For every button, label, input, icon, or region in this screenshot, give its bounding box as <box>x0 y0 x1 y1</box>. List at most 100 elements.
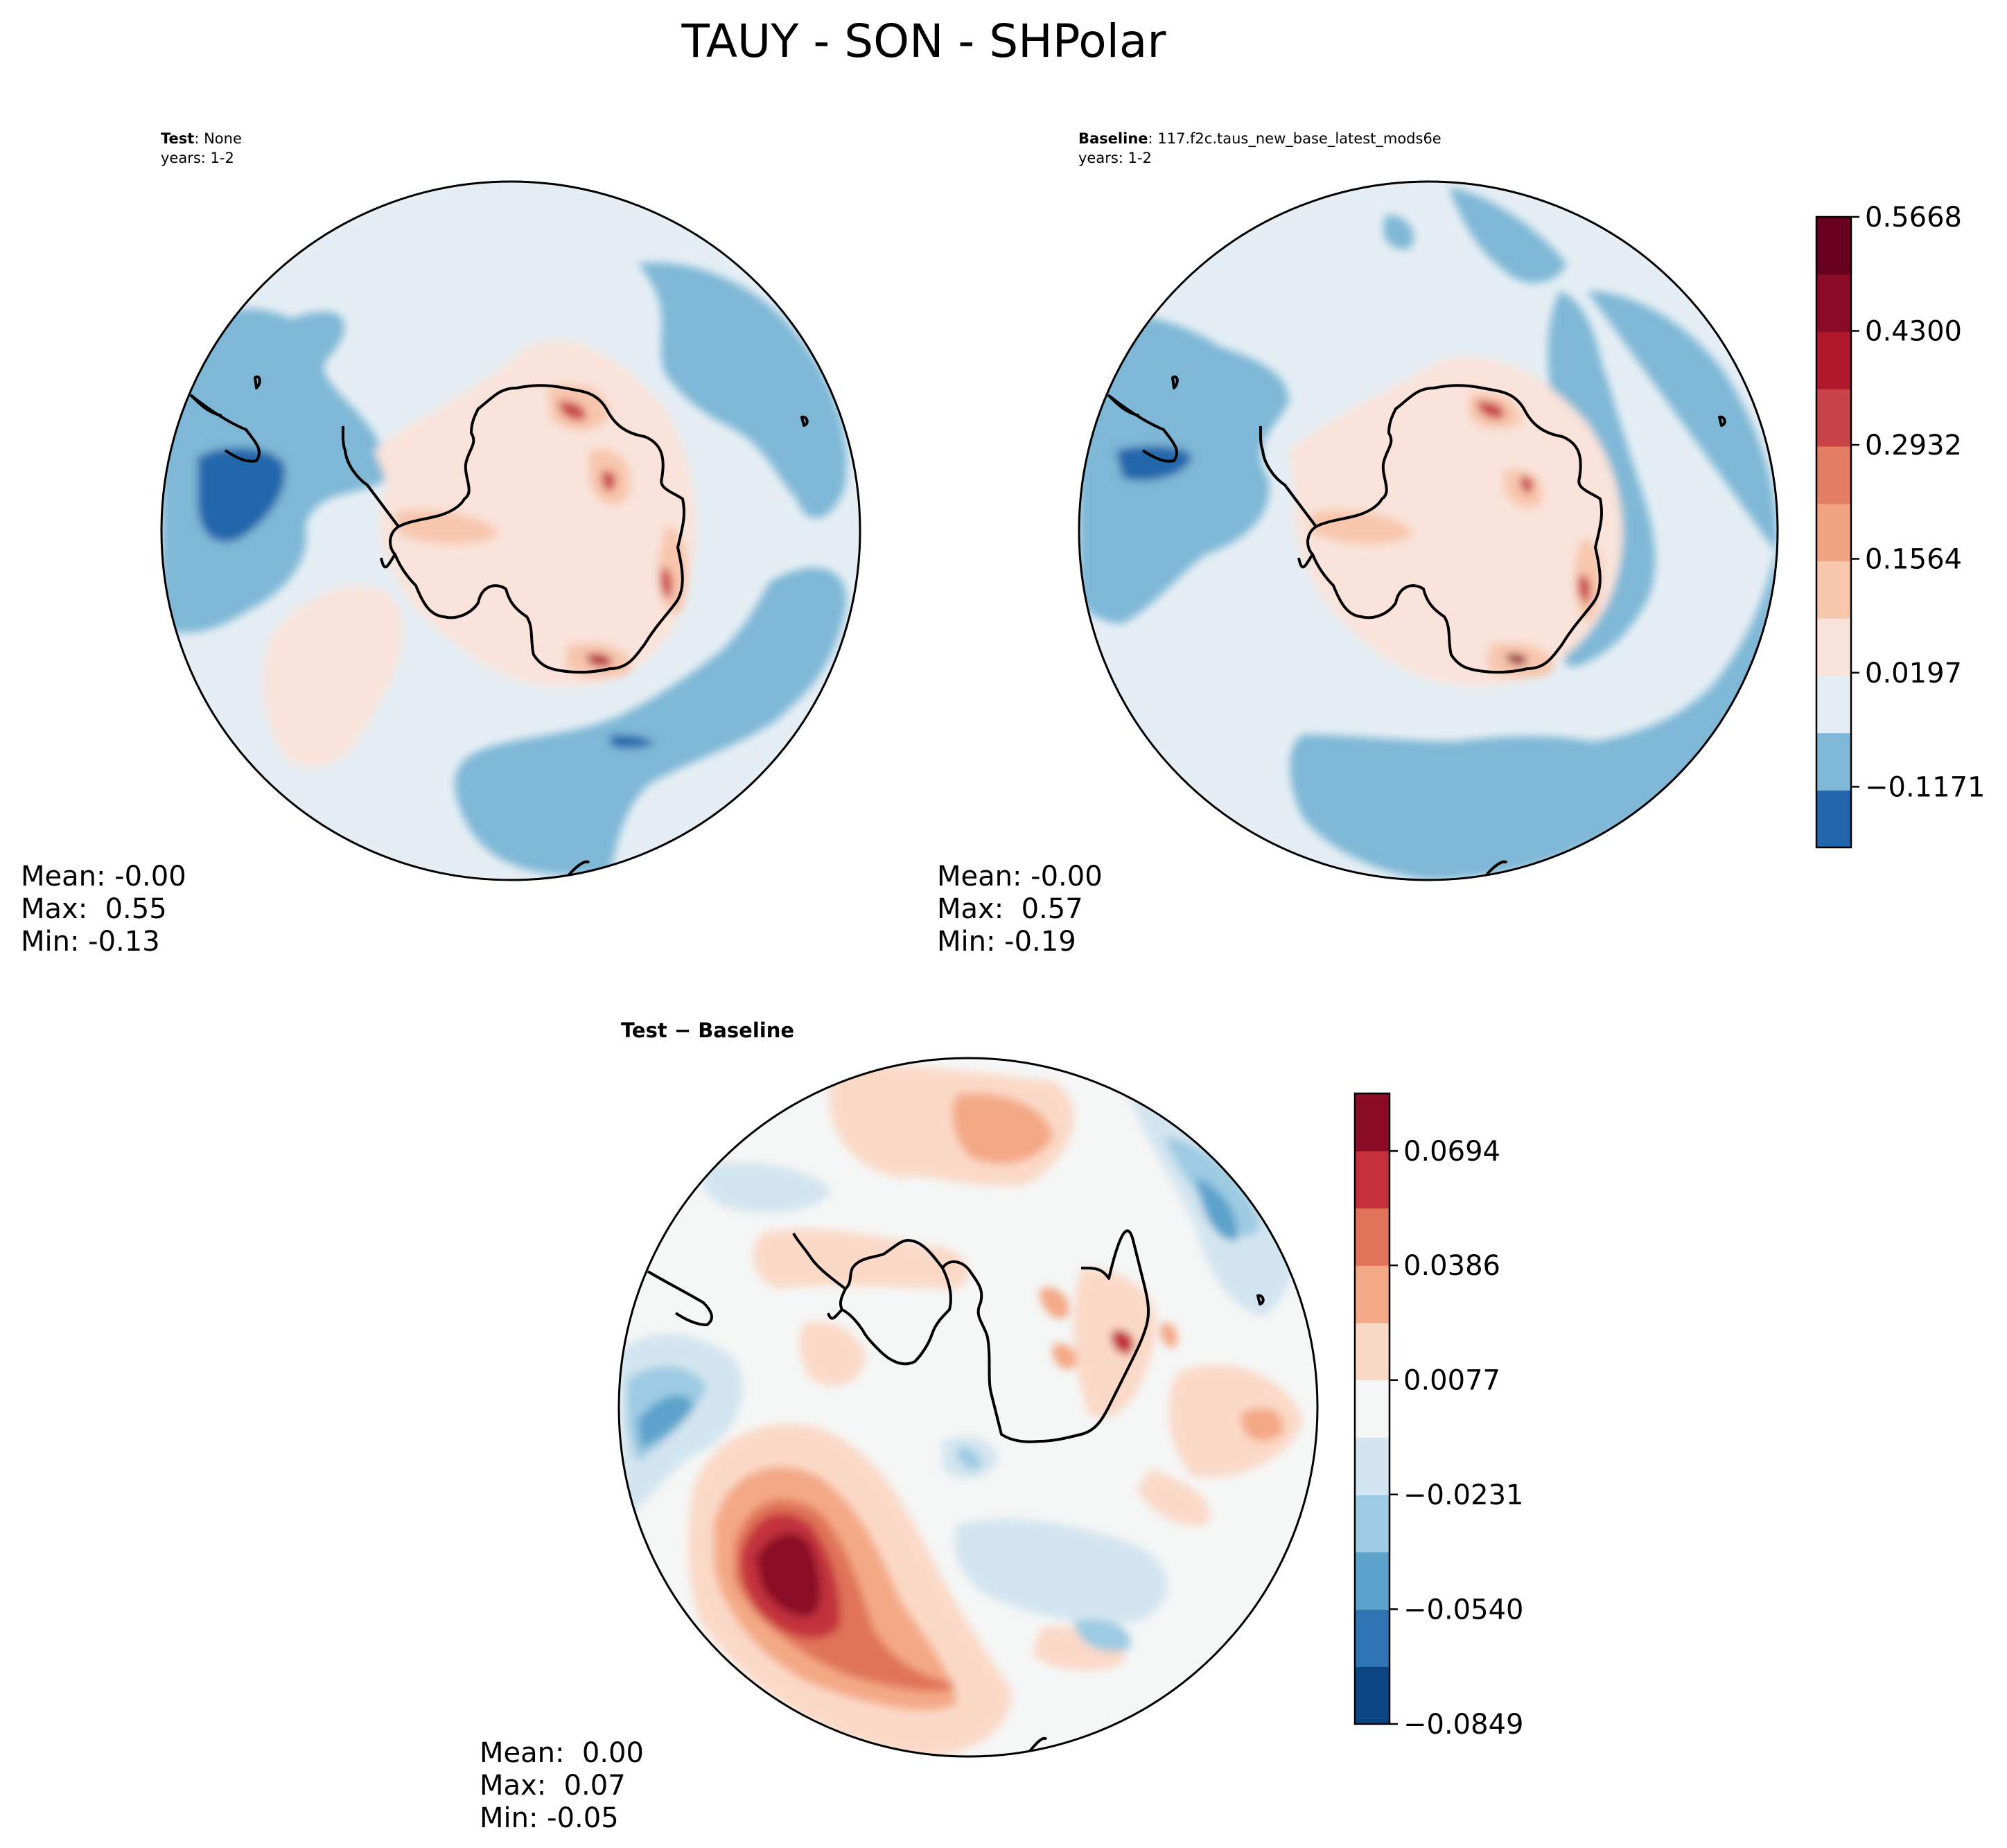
diff-peak <box>1111 1330 1134 1355</box>
colorbar-top-tick-label: 0.0197 <box>1865 658 1962 689</box>
colorbar-bottom-segment <box>1355 1208 1390 1266</box>
test-map-field <box>161 262 847 876</box>
test-positive-region <box>374 340 696 687</box>
test-stat-mean: Mean: -0.00 <box>21 861 186 892</box>
diff-negative-region <box>703 1162 832 1213</box>
test-strong-negative <box>198 448 286 542</box>
colorbar-top-segment <box>1816 675 1851 734</box>
baseline-peak-positive <box>1520 476 1534 494</box>
colorbar-bottom-tick-label: 0.0386 <box>1403 1250 1500 1282</box>
baseline-antarctica-coast <box>1306 384 1603 674</box>
test-peak-positive <box>586 653 612 667</box>
baseline-south-america-coast <box>1107 394 1178 463</box>
test-south-america-coast <box>189 394 261 463</box>
test-map-frame <box>160 180 861 881</box>
colorbar-bottom-segment <box>1355 1265 1390 1323</box>
figure-title: TAUY - SON - SHPolar <box>681 15 1167 68</box>
diff-mid-positive <box>1160 1323 1177 1348</box>
baseline-stat-min: Min: -0.19 <box>937 926 1076 958</box>
diff-mid-positive <box>952 1093 1053 1164</box>
diff-south-america-coast <box>647 1270 713 1326</box>
baseline-label-value: 117.f2c.taus_new_base_latest_mods6e <box>1157 130 1441 148</box>
diff-label: Test − Baseline <box>621 1019 794 1042</box>
colorbar-bottom-tick-label: 0.0694 <box>1403 1136 1500 1168</box>
colorbar-top-segment <box>1816 732 1851 791</box>
colorbar-top-segment <box>1816 790 1851 848</box>
baseline-negative-region <box>1383 215 1414 249</box>
baseline-island <box>1718 415 1726 427</box>
colorbar-bottom-segment <box>1355 1093 1390 1152</box>
test-island <box>800 415 809 427</box>
baseline-map <box>1079 182 1778 880</box>
test-peak-positive <box>602 470 616 492</box>
diff-mid-positive <box>1040 1287 1069 1319</box>
test-stat-min: Min: -0.13 <box>21 926 160 958</box>
diff-big-positive <box>755 1533 821 1617</box>
diff-map-frame <box>617 1057 1319 1758</box>
test-label-sep: : <box>194 130 204 147</box>
colorbar-top-segment <box>1816 561 1851 619</box>
test-coastlines <box>189 375 809 880</box>
diff-island <box>1256 1294 1265 1305</box>
baseline-years: years: 1-2 <box>1078 150 1152 166</box>
baseline-negative-region <box>1079 315 1289 624</box>
colorbar-bottom-segment <box>1355 1150 1390 1209</box>
baseline-mid-positive <box>1310 510 1414 544</box>
colorbar-top-segment <box>1816 274 1851 333</box>
test-island <box>254 375 261 389</box>
test-negative-region <box>638 262 847 518</box>
diff-mid-positive <box>1053 1344 1077 1369</box>
diff-mid-positive <box>1241 1407 1283 1441</box>
colorbar-bottom-tick-label: −0.0231 <box>1403 1479 1523 1511</box>
baseline-island <box>1171 375 1179 389</box>
diff-negative-strong <box>1195 1178 1238 1241</box>
diff-negative-strong <box>638 1395 693 1448</box>
colorbar-top-segment <box>1816 618 1851 676</box>
diff-negative-region <box>954 1518 1168 1623</box>
baseline-strong-negative <box>1116 446 1192 481</box>
colorbar-top-segment <box>1816 217 1851 275</box>
baseline-peak-positive <box>1505 653 1527 665</box>
baseline-label-bold: Baseline <box>1078 130 1148 147</box>
test-peak-positive <box>558 401 586 421</box>
baseline-negative-region <box>1290 291 1778 880</box>
test-stat-max: Max: 0.55 <box>21 893 167 925</box>
colorbar-top-tick-label: 0.4300 <box>1865 315 1962 347</box>
test-peak-positive <box>660 567 672 599</box>
diff-positive-band <box>753 1229 969 1289</box>
test-peninsula-coast <box>341 425 400 569</box>
panel-difference: Test − Baseline <box>480 1019 1523 1834</box>
test-antarctica-coast <box>389 384 685 674</box>
baseline-stat-mean: Mean: -0.00 <box>937 861 1103 892</box>
colorbar-bottom-segment <box>1355 1437 1390 1495</box>
baseline-peninsula-coast <box>1259 425 1317 569</box>
diff-stat-min: Min: -0.05 <box>480 1802 619 1834</box>
test-positive-region <box>263 586 403 767</box>
baseline-map-frame <box>1078 180 1779 881</box>
colorbar-top-segment <box>1816 389 1851 447</box>
colorbar-top-segment <box>1816 503 1851 561</box>
panel-test: Test: None years: 1-2 <box>21 130 861 958</box>
colorbar-top-tick-label: −0.1171 <box>1865 771 1985 803</box>
colorbar-bottom-segment <box>1355 1551 1390 1610</box>
baseline-map-field <box>1079 187 1778 880</box>
diff-map-field <box>620 1065 1303 1757</box>
diff-map <box>619 1058 1317 1757</box>
baseline-positive-region <box>1289 356 1623 687</box>
colorbar-bottom-segment <box>1355 1609 1390 1667</box>
colorbar-top-segment <box>1816 446 1851 504</box>
diff-negative-mid <box>956 1447 981 1470</box>
colorbar-top-tick-label: 0.2932 <box>1865 430 1962 461</box>
colorbar-top-frame <box>1815 215 1852 849</box>
diff-stat-mean: Mean: 0.00 <box>480 1737 644 1769</box>
colorbar-bottom: 0.0694 0.0386 0.0077 −0.0231 −0.0540 −0.0849 <box>1353 1092 1523 1741</box>
diff-positive-band <box>799 1321 866 1386</box>
diff-peninsula-coast <box>792 1233 847 1320</box>
colorbar-top-segment <box>1816 331 1851 389</box>
baseline-label: Baseline: 117.f2c.taus_new_base_latest_m… <box>1078 130 1441 148</box>
baseline-stat-max: Max: 0.57 <box>937 893 1083 925</box>
colorbar-top: 0.5668 0.4300 0.2932 0.1564 0.0197 −0.1171 <box>1815 202 1985 849</box>
colorbar-top-tick-label: 0.1564 <box>1865 543 1962 575</box>
